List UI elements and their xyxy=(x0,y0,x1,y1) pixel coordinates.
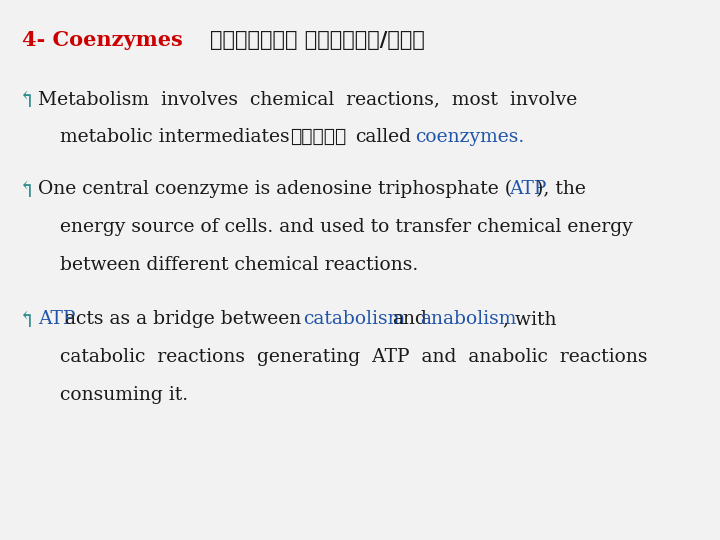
Text: anabolism: anabolism xyxy=(420,310,516,328)
Text: ), the: ), the xyxy=(536,180,586,198)
Text: ↰: ↰ xyxy=(18,310,36,332)
Text: إنزيمات مساعدة/ينة: إنزيمات مساعدة/ينة xyxy=(210,30,425,50)
Text: ATP: ATP xyxy=(509,180,546,198)
Text: energy source of cells. and used to transfer chemical energy: energy source of cells. and used to tran… xyxy=(60,218,633,236)
Text: called: called xyxy=(355,128,411,146)
Text: وسطاء: وسطاء xyxy=(290,128,346,146)
Text: consuming it.: consuming it. xyxy=(60,386,188,404)
Text: acts as a bridge between: acts as a bridge between xyxy=(65,310,301,328)
Text: coenzymes.: coenzymes. xyxy=(415,128,524,146)
Text: Metabolism  involves  chemical  reactions,  most  involve: Metabolism involves chemical reactions, … xyxy=(38,90,577,108)
Text: ↰: ↰ xyxy=(18,180,36,202)
Text: and: and xyxy=(392,310,427,328)
Text: catabolic  reactions  generating  ATP  and  anabolic  reactions: catabolic reactions generating ATP and a… xyxy=(60,348,647,366)
Text: 4- Coenzymes: 4- Coenzymes xyxy=(22,30,183,50)
Text: metabolic intermediates: metabolic intermediates xyxy=(60,128,289,146)
Text: ATP: ATP xyxy=(38,310,76,328)
Text: ↰: ↰ xyxy=(18,90,36,112)
Text: , with: , with xyxy=(503,310,557,328)
Text: catabolism: catabolism xyxy=(303,310,405,328)
Text: One central coenzyme is adenosine triphosphate (: One central coenzyme is adenosine tripho… xyxy=(38,180,512,198)
Text: between different chemical reactions.: between different chemical reactions. xyxy=(60,256,418,274)
